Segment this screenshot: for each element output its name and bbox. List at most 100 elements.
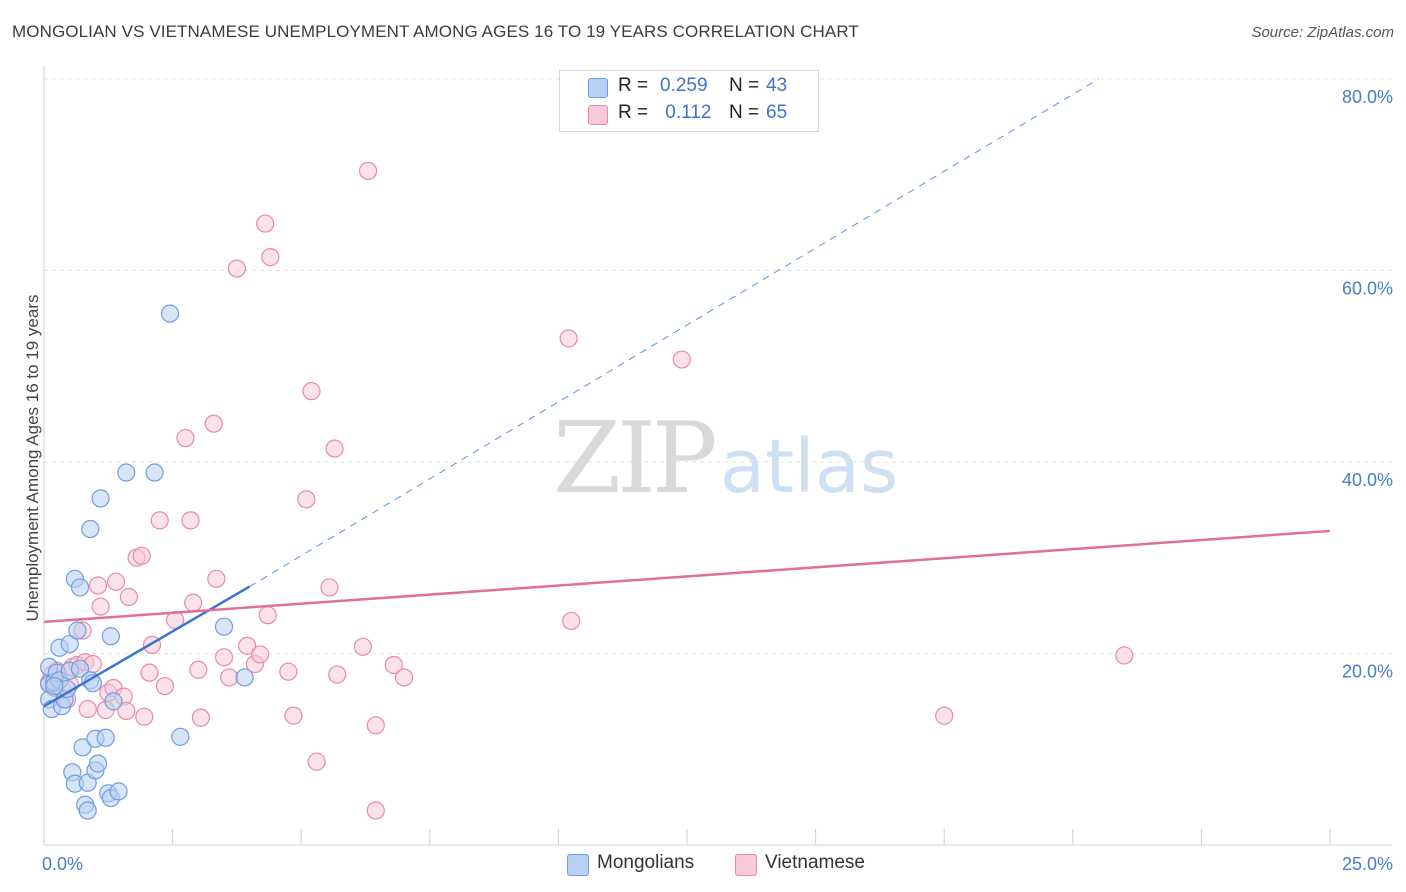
mongolians-point: [171, 727, 190, 746]
vietnamese-point: [191, 708, 210, 727]
vietnamese-points: [40, 161, 1134, 820]
vietnamese-point: [78, 699, 97, 719]
vietnamese-point: [1115, 646, 1134, 665]
vietnamese-point: [181, 511, 200, 530]
tick-labels: 20.0% 40.0% 60.0% 80.0% 0.0% 25.0%: [42, 87, 1393, 874]
legend-r-value: 0.259: [660, 75, 708, 96]
watermark-atlas: atlas: [719, 424, 899, 510]
vietnamese-point: [155, 676, 174, 696]
vietnamese-point: [238, 636, 257, 655]
mongolians-point: [88, 754, 108, 773]
vietnamese-point: [189, 660, 208, 679]
axes: [43, 66, 1392, 846]
vietnamese-point: [117, 701, 136, 721]
vietnamese-point: [176, 428, 195, 448]
series-legend: Mongolians Vietnamese: [0, 852, 1406, 878]
vietnamese-point: [384, 655, 403, 675]
mongolians-legend-swatch: [567, 854, 589, 876]
vietnamese-point: [353, 637, 373, 656]
vietnamese-swatch: [588, 105, 608, 125]
grid-lines: [44, 78, 1392, 654]
mongolians-points: [40, 304, 254, 820]
mongolians-point: [70, 659, 90, 678]
vietnamese-point: [366, 716, 385, 735]
y-tick-label: 20.0%: [1342, 662, 1393, 682]
vietnamese-point: [256, 214, 275, 233]
mongolians-point: [145, 463, 164, 482]
vietnamese-point: [562, 611, 581, 631]
watermark-zip: ZIP: [553, 402, 718, 516]
vietnamese-point: [119, 587, 138, 607]
vietnamese-point: [358, 161, 378, 181]
vietnamese-point: [132, 546, 151, 565]
vietnamese-point: [214, 648, 234, 667]
vietnamese-point: [150, 511, 169, 530]
mongolians-swatch: [588, 78, 608, 98]
mongolians-point: [109, 782, 128, 801]
legend-r-value: 0.112: [660, 102, 712, 123]
y-tick-label: 80.0%: [1342, 87, 1393, 107]
vietnamese-point: [184, 593, 203, 612]
legend-n-value: 43: [766, 75, 788, 96]
vietnamese-legend-swatch: [735, 854, 757, 876]
vietnamese-point: [935, 706, 954, 725]
legend-n-value: 65: [766, 102, 788, 123]
vietnamese-point: [302, 382, 321, 401]
vietnamese-legend-label: Vietnamese: [765, 852, 865, 873]
legend-n-label: N =: [729, 75, 760, 96]
mongolians-point: [91, 489, 110, 508]
mongolians-trendline-extension: [249, 78, 1099, 587]
vietnamese-point: [220, 668, 239, 687]
vietnamese-point: [307, 752, 326, 771]
mongolians-point: [70, 578, 90, 597]
vietnamese-point: [297, 490, 316, 509]
y-tick-label: 40.0%: [1342, 470, 1393, 490]
mongolians-point: [68, 621, 87, 640]
vietnamese-point: [88, 576, 108, 595]
chart-title: MONGOLIAN VS VIETNAMESE UNEMPLOYMENT AMO…: [12, 22, 859, 41]
vietnamese-point: [135, 707, 154, 726]
mongolians-point: [101, 627, 120, 646]
mongolians-point: [45, 676, 64, 696]
legend-r-label: R =: [618, 102, 649, 123]
vietnamese-point: [204, 414, 223, 433]
mongolians-legend-label: Mongolians: [597, 852, 695, 873]
vietnamese-point: [559, 329, 578, 348]
x-tick-label: 0.0%: [42, 854, 83, 874]
legend-r-label: R =: [618, 75, 649, 96]
trendlines: [43, 78, 1331, 708]
vietnamese-point: [91, 597, 110, 616]
vietnamese-point: [250, 645, 270, 664]
mongolians-point: [81, 519, 100, 539]
mongolians-point: [104, 692, 123, 711]
vietnamese-point: [207, 569, 226, 588]
mongolians-point: [214, 617, 234, 636]
watermark: ZIPatlas: [553, 402, 899, 516]
mongolians-point: [117, 463, 136, 482]
vietnamese-point: [261, 247, 280, 267]
vietnamese-point: [258, 606, 277, 625]
vietnamese-point: [140, 663, 159, 682]
mongolians-point: [96, 728, 115, 747]
vietnamese-point: [279, 662, 298, 681]
source-label: Source: ZipAtlas.com: [1251, 24, 1394, 41]
vietnamese-point: [325, 439, 344, 458]
vietnamese-point: [106, 572, 126, 591]
mongolians-trendline: [43, 585, 251, 708]
vietnamese-point: [227, 259, 246, 278]
vietnamese-point: [328, 665, 347, 684]
mongolians-point: [235, 668, 254, 687]
y-tick-label: 60.0%: [1342, 279, 1393, 299]
vietnamese-point: [672, 350, 691, 369]
stats-legend: R = 0.259 N = 43 R = 0.112 N = 65: [559, 70, 819, 132]
y-axis-label: Unemployment Among Ages 16 to 19 years: [23, 295, 42, 622]
vietnamese-point: [320, 578, 339, 597]
vietnamese-point: [394, 668, 414, 687]
mongolians-point: [78, 801, 97, 820]
x-tick-label: 25.0%: [1342, 854, 1393, 874]
mongolians-point: [160, 304, 180, 323]
legend-n-label: N =: [729, 102, 760, 123]
mongolians-point: [73, 738, 92, 757]
vietnamese-point: [284, 706, 303, 725]
